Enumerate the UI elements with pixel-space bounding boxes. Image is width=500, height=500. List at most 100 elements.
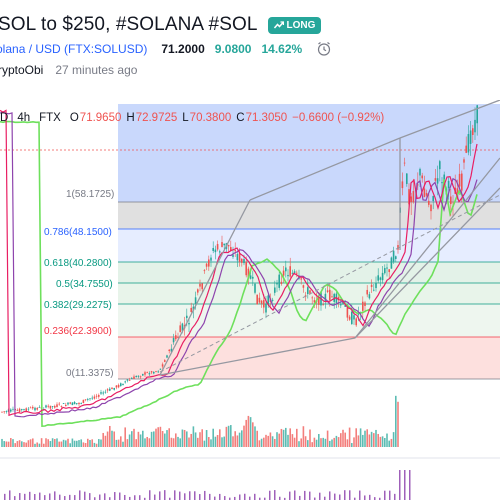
chart-area[interactable] [0, 100, 500, 500]
author-name[interactable]: ryptoObi [0, 63, 44, 77]
indicator-bar-24 [124, 494, 126, 500]
alert-clock-icon[interactable] [316, 41, 332, 57]
volume-bar-160 [353, 437, 355, 447]
indicator-bar-70 [354, 497, 356, 500]
idea-title: SOL to $250, #SOLANA #SOL [0, 14, 258, 35]
volume-bar-152 [335, 435, 338, 447]
volume-bar-174 [384, 437, 386, 447]
volume-bar-18 [40, 438, 43, 447]
indicator-bar-12 [64, 496, 66, 500]
candle-body-144 [318, 298, 320, 305]
volume-bar-172 [379, 436, 382, 447]
publish-time: 27 minutes ago [55, 63, 138, 77]
indicator-bar-47 [239, 494, 241, 500]
ma-line-pink [0, 109, 478, 417]
candle-body-96 [212, 247, 214, 251]
volume-bar-175 [386, 433, 388, 447]
indicator-bar-23 [119, 492, 121, 500]
volume-bar-97 [214, 436, 217, 447]
indicator-bar-18 [94, 497, 96, 500]
volume-bar-48 [106, 431, 109, 447]
indicator-bar-39 [199, 494, 201, 500]
volume-bar-4 [10, 438, 12, 447]
candle-body-66 [146, 372, 148, 374]
volume-bar-136 [300, 438, 302, 447]
volume-bar-61 [135, 439, 137, 447]
candle-body-187 [412, 191, 415, 203]
candle-body-41 [91, 397, 93, 399]
candle-body-182 [401, 181, 404, 189]
indicator-bar-37 [189, 491, 191, 500]
candle-body-4 [10, 409, 12, 412]
volume-bar-68 [150, 431, 153, 447]
candle-body-44 [98, 395, 100, 397]
candle-body-29 [65, 404, 67, 407]
volume-bar-16 [36, 442, 38, 447]
volume-bar-96 [212, 428, 214, 447]
volume-bar-60 [133, 428, 135, 447]
volume-bar-41 [91, 439, 93, 447]
long-badge-label: LONG [286, 19, 316, 31]
trend-left-diag [159, 199, 251, 376]
candle-body-149 [329, 289, 331, 300]
volume-bar-7 [16, 441, 19, 447]
legend-interval: 4h [17, 112, 31, 124]
indicator-bar-27 [139, 495, 141, 500]
candle-body-22 [49, 405, 52, 409]
indicator-bar-59 [299, 495, 301, 500]
candle-body-107 [236, 253, 239, 261]
channel-upper-1 [249, 137, 401, 201]
fib-zone-0382 [118, 304, 500, 337]
candle-body-53 [117, 384, 120, 388]
indicator-bar-2 [14, 496, 16, 500]
candle-body-97 [214, 249, 217, 253]
candle-body-209 [461, 173, 463, 191]
indicator-bar-0 [4, 493, 6, 500]
indicator-bar-32 [164, 490, 166, 500]
indicator-bar-15 [79, 490, 81, 500]
candle-body-201 [443, 174, 445, 180]
indicator-bar-1 [9, 490, 11, 500]
candle-body-87 [192, 306, 195, 311]
volume-bar-36 [80, 439, 82, 447]
volume-bar-2 [5, 441, 8, 447]
legend-exchange: FTX [39, 112, 61, 124]
volume-bar-84 [186, 431, 188, 447]
volume-bar-76 [168, 428, 170, 447]
volume-bar-128 [282, 429, 285, 447]
symbol-link[interactable]: olana / USD (FTX:SOLUSD) [0, 42, 148, 56]
volume-bar-22 [49, 441, 52, 447]
volume-bar-82 [181, 429, 184, 447]
candle-body-164 [362, 301, 364, 311]
candle-body-184 [406, 173, 408, 184]
candle-body-185 [408, 189, 410, 205]
indicator-bar-43 [219, 493, 221, 500]
candle-body-127 [280, 281, 283, 284]
ma-line-green [0, 120, 478, 428]
volume-bar-12 [27, 440, 30, 447]
volume-bar-92 [203, 440, 206, 447]
price-chart[interactable] [0, 100, 500, 500]
volume-bar-129 [285, 427, 287, 447]
volume-bar-19 [43, 443, 45, 447]
candle-body-159 [351, 311, 353, 325]
volume-bar-157 [346, 439, 349, 447]
volume-bar-126 [278, 433, 280, 447]
volume-bar-27 [60, 441, 63, 447]
volume-bar-167 [368, 434, 371, 447]
volume-bar-43 [95, 443, 98, 447]
candle-body-175 [386, 267, 388, 269]
volume-bar-164 [362, 434, 364, 447]
volume-bar-85 [188, 437, 190, 447]
volume-bar-117 [258, 440, 261, 447]
volume-bar-165 [364, 430, 366, 447]
volume-bar-14 [32, 438, 34, 447]
volume-bar-171 [377, 433, 379, 447]
volume-bar-24 [54, 439, 56, 447]
volume-bar-79 [175, 433, 177, 447]
symbol-change: 9.0800 [214, 42, 252, 56]
volume-bar-72 [159, 426, 162, 447]
candle-body-76 [168, 349, 170, 352]
candle-body-16 [36, 408, 38, 410]
chart-legend: D 4h FTX O 71.9650 H 72.9725 L 70.3800 C… [0, 110, 389, 126]
